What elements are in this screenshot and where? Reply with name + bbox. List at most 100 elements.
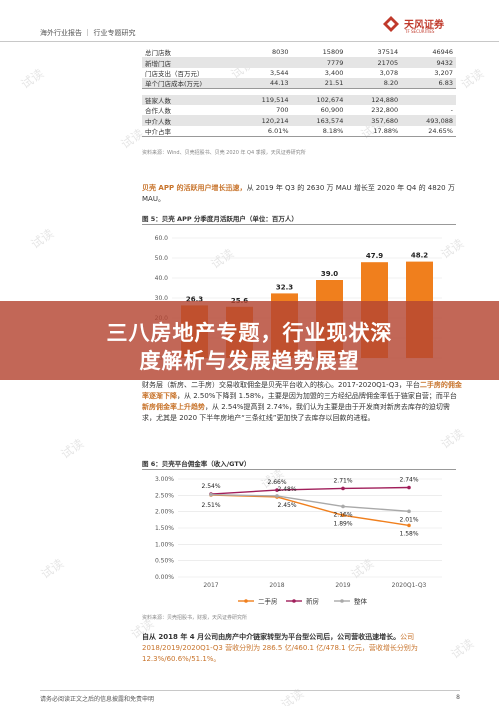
table-row-label: 中介占率 (142, 125, 237, 137)
table-cell: 21705 (346, 57, 402, 68)
table-cell: 24.65% (401, 125, 456, 137)
data-point (407, 485, 411, 490)
table-row-label (142, 88, 237, 95)
data-point (209, 492, 213, 497)
y-tick-label: 60.0 (155, 235, 169, 242)
legend-label: 二手房 (258, 597, 278, 606)
table-cell: 3,544 (269, 68, 289, 77)
table-row: 中介占率 6.01% 8.18% 17.88% 24.65% (142, 125, 456, 137)
data-label: 2.01% (399, 516, 418, 523)
data-point (275, 488, 279, 492)
paragraph-commission: 财务层（新房、二手房）交易收取佣金是贝壳平台收入的核心。2017-2020Q1-… (142, 380, 462, 424)
data-label: 2.54% (201, 483, 220, 490)
table1-source: 资料来源：Wind、贝壳招股书、贝壳 2020 年 Q4 季报，天风证券研究所 (142, 150, 306, 156)
watermark-text: 试读 (458, 66, 487, 92)
y-tick-label: 1.50% (155, 525, 174, 532)
series-line (210, 494, 410, 527)
table-row: 门店支出（百万元） 3,544 3,400 3,078 3,207 (142, 68, 456, 78)
table-row-label: 合作人数 (145, 107, 171, 116)
y-tick-label: 50.0 (155, 255, 169, 262)
legend-marker (244, 599, 248, 603)
series-line (210, 486, 410, 495)
banner-title-line1: 三八房地产专题，行业现状深 (106, 321, 393, 345)
table-row: 单个门店成本(万元) 44.13 21.51 8.20 6.83 (142, 78, 456, 90)
table-cell (236, 88, 292, 95)
table-cell: 44.13 (236, 78, 292, 90)
table-cell: 6.83 (401, 78, 456, 90)
table-row-label: 门店支出（百万元） (145, 69, 204, 78)
footer-disclaimer: 请务必阅读正文之后的信息披露和免责申明 (40, 696, 155, 703)
page-number: 8 (456, 694, 460, 701)
watermark-text: 试读 (38, 556, 67, 582)
table-row: 合作人数 700 60,900 232,800 - (142, 105, 456, 115)
watermark-text: 试读 (18, 66, 47, 92)
fig5-title: 图 5：贝壳 APP 分季度月活跃用户（单位：百万人） (142, 213, 456, 225)
paragraph-commission-text1: ，从 2.50%下降到 1.58%，主要是因为加盟的三方经纪品牌佣金率低于链家自… (177, 392, 457, 400)
data-label: 2.16% (333, 511, 352, 518)
table-cell (401, 88, 456, 95)
table-cell: 3,400 (324, 68, 344, 77)
table-cell (236, 57, 292, 68)
table-cell: 7779 (291, 57, 347, 68)
table-cell: 3,078 (379, 68, 399, 77)
data-point (275, 494, 279, 498)
data-point (341, 486, 345, 491)
y-tick-label: 40.0 (155, 275, 169, 282)
data-label: 1.89% (333, 520, 352, 527)
legend-marker (340, 599, 344, 603)
bar-value-label: 25.6 (231, 297, 248, 305)
y-tick-label: 0.00% (155, 574, 174, 581)
table-cell: 119,514 (236, 94, 292, 106)
table-cell: 120,214 (236, 115, 292, 126)
table-row-label: 单个门店成本(万元) (142, 78, 237, 90)
fig6-title: 图 6：贝壳平台佣金率（收入/GTV） (142, 458, 456, 470)
legend-label: 整体 (354, 597, 368, 606)
data-point (341, 504, 345, 509)
y-tick-label: 2.00% (155, 509, 174, 516)
table-cell (401, 94, 456, 106)
table-cell: 21.51 (291, 78, 347, 90)
bar-value-label: 48.2 (411, 252, 428, 260)
table-cell: - (450, 106, 453, 115)
x-tick-label: 2017 (203, 582, 218, 589)
table-cell: 357,680 (346, 115, 402, 126)
page-footer: 请务必阅读正文之后的信息披露和免责申明 8 (40, 690, 460, 703)
table-cell: 46946 (432, 48, 453, 57)
table-row-label: 新增门店 (142, 57, 237, 68)
paragraph-mau: 贝壳 APP 的活跃用户增长迅速，从 2019 年 Q3 的 2630 万 MA… (142, 183, 462, 205)
table-cell: 37514 (377, 48, 399, 57)
table-row: 新增门店 7779 21705 9432 (142, 57, 456, 68)
logo-mark-icon (383, 16, 399, 32)
data-label: 2.71% (333, 477, 352, 484)
banner-title-line2: 度解析与发展趋势展望 (139, 349, 360, 373)
logo-name-cn: 天风证券 (404, 20, 444, 31)
paragraph-commission-bold1: 二手房的佣金率逐渐下降 (142, 381, 462, 400)
data-point (341, 513, 345, 518)
data-label: 2.66% (267, 479, 286, 486)
data-label: 1.58% (399, 530, 418, 537)
commission-line-chart: 0.00% 0.50% 1.00% 1.50% 2.00% 2.50% 3.00% 2017 2… (155, 476, 442, 606)
paragraph-commission-text2: ，从 2.54%提高到 2.74%，我们认为主要是由于开发商对新房去库存的迫切需… (142, 403, 450, 422)
table-row-label: 链家人数 (142, 94, 237, 106)
table-cell: 15809 (322, 48, 344, 57)
table-row: 总门店数 8030 15809 37514 46946 (142, 47, 456, 57)
paragraph-mau-bold: 贝壳 APP 的活跃用户增长迅速， (142, 184, 247, 192)
x-tick-label: 2020Q1-Q3 (392, 582, 427, 589)
company-logo: 天风证券 TF SECURITIES (381, 14, 461, 42)
data-label: 2.48% (277, 486, 296, 493)
y-tick-label: 30.0 (155, 295, 169, 302)
y-tick-label: 0.50% (155, 558, 174, 565)
paragraph-commission-line0: 财务层（新房、二手房）交易收取佣金是贝壳平台收入的核心。2017-2020Q1-… (142, 381, 420, 389)
table-row-label: 中介人数 (142, 115, 237, 126)
table-cell: 102,674 (291, 94, 347, 106)
paragraph-commission-bold2: 新房佣金率上升趋势 (142, 403, 205, 411)
table-cell: 8.18% (291, 125, 347, 137)
table-cell: 60,900 (320, 106, 344, 115)
table-cell: 232,800 (371, 106, 399, 115)
paragraph-mau-text: 从 2019 年 Q3 的 2630 万 MAU 增长至 2020 年 Q4 的… (142, 184, 455, 203)
table-cell: 3,207 (434, 68, 453, 77)
paragraph-revenue-bold: 自从 2018 年 4 月公司由房产中介链家转型为平台型公司后，公司营收迅速增长… (142, 633, 401, 641)
bar-value-label: 32.3 (276, 283, 293, 291)
table-row-label: 总门店数 (145, 49, 171, 58)
